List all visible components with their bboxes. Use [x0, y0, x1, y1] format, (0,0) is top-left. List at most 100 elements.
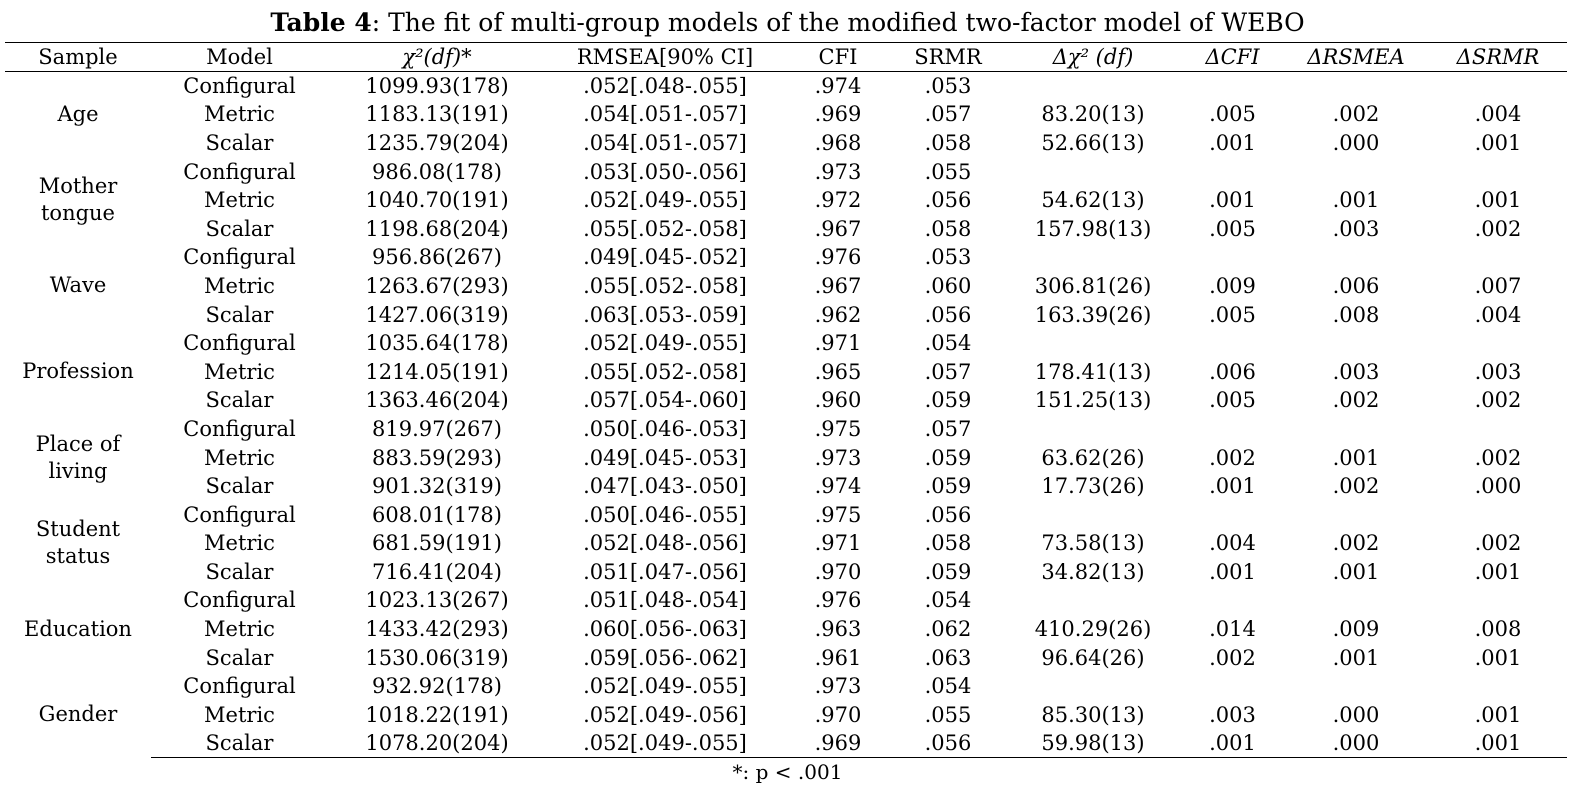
delta-rmsea-cell — [1283, 243, 1429, 272]
rmsea-cell: .059[.056-.062] — [583, 645, 747, 670]
delta-srmr-cell: .004 — [1474, 102, 1522, 127]
delta-chi-cell: 17.73(26) — [1041, 474, 1145, 499]
delta-cfi-cell: .004 — [1209, 531, 1256, 556]
srmr-cell: .058 — [924, 216, 972, 241]
cfi-cell: .975 — [814, 502, 862, 527]
delta-chi-cell: 54.62(13) — [1041, 188, 1145, 213]
col-header-delta-chi: Δχ² (df) — [1004, 42, 1182, 72]
chi-square-cell: 1078.20(204) — [328, 729, 546, 759]
rmsea-cell: .055[.052-.058] — [583, 359, 747, 384]
cfi-cell: .974 — [814, 74, 862, 99]
sample-cell: Age — [57, 102, 99, 127]
delta-chi-cell: 306.81(26) — [1034, 273, 1152, 298]
cfi-cell: .970 — [814, 559, 862, 584]
srmr-cell: .062 — [924, 617, 972, 642]
srmr-cell: .054 — [924, 331, 972, 356]
delta-chi-cell: 83.20(13) — [1041, 102, 1145, 127]
model-cell: Scalar — [205, 474, 274, 499]
delta-srmr-cell: .001 — [1474, 130, 1522, 155]
cfi-cell: .967 — [814, 216, 862, 241]
rmsea-cell: .052[.049-.055] — [583, 331, 747, 356]
rmsea-cell: .052[.049-.056] — [583, 702, 747, 727]
col-header-delta-cfi: ΔCFI — [1182, 42, 1283, 72]
delta-rmsea-cell — [1283, 586, 1429, 615]
sample-cell: Wave — [49, 273, 107, 298]
delta-rmsea-cell: .002 — [1332, 531, 1380, 556]
delta-srmr-cell: .004 — [1474, 302, 1522, 327]
chi-square-cell: 1235.79(204) — [365, 130, 509, 155]
chi-square-cell: 883.59(293) — [372, 445, 502, 470]
delta-cfi-cell — [1182, 586, 1283, 615]
table-row: Metric 1018.22(191) .052[.049-.056] .970 .05… — [5, 701, 1567, 730]
sample-cell: Mother tongue — [38, 174, 118, 226]
delta-srmr-cell: .001 — [1474, 702, 1522, 727]
delta-rmsea-cell: .001 — [1332, 559, 1380, 584]
delta-srmr-cell: .001 — [1474, 188, 1522, 213]
table-row: Scalar 1078.20(204) .052[.049-.055] .969.05… — [5, 729, 1567, 759]
chi-square-cell: 1530.06(319) — [365, 645, 509, 670]
srmr-cell: .058 — [924, 130, 972, 155]
srmr-cell: .059 — [924, 559, 972, 584]
delta-cfi-cell: .006 — [1209, 359, 1256, 384]
delta-cfi-cell: .003 — [1209, 702, 1256, 727]
srmr-cell: .057 — [924, 416, 972, 441]
delta-cfi-cell — [1182, 329, 1283, 358]
srmr-cell: .053 — [924, 74, 972, 99]
rmsea-cell: .054[.051-.057] — [583, 102, 747, 127]
cfi-cell: .961 — [814, 645, 862, 670]
col-header-sample: Sample — [5, 42, 151, 72]
chi-square-cell: 1018.22(191) — [365, 702, 509, 727]
header-row: Sample Model χ²(df)* RMSEA[90% CI] CFI S… — [5, 42, 1567, 72]
cfi-cell: .975 — [814, 416, 862, 441]
delta-chi-cell — [1004, 157, 1182, 186]
delta-chi-cell: 85.30(13) — [1041, 702, 1145, 727]
delta-chi-cell: 96.64(26) — [1041, 645, 1145, 670]
delta-cfi-cell: .014 — [1209, 617, 1256, 642]
cfi-cell: .976 — [814, 588, 862, 613]
table-row: Metric 1183.13(191) .054[.051-.057] .969 .05… — [5, 100, 1567, 129]
rmsea-cell: .053[.050-.056] — [583, 159, 747, 184]
srmr-cell: .059 — [924, 474, 972, 499]
col-header-delta-rmsea: ΔRSMEA — [1283, 42, 1429, 72]
chi-square-cell: 1363.46(204) — [365, 388, 509, 413]
delta-rmsea-cell: .003 — [1332, 359, 1380, 384]
cfi-cell: .969 — [784, 729, 892, 759]
delta-rmsea-cell: .001 — [1332, 445, 1380, 470]
table-row: Scalar 1363.46(204) .057[.054-.060] .960 .05… — [5, 386, 1567, 415]
delta-rmsea-cell: .001 — [1332, 188, 1380, 213]
cfi-cell: .972 — [814, 188, 862, 213]
delta-srmr-cell: .001 — [1474, 645, 1522, 670]
srmr-cell: .059 — [924, 445, 972, 470]
model-cell: Scalar — [205, 302, 274, 327]
table-row: Scalar 1530.06(319) .059[.056-.062] .961 .06… — [5, 643, 1567, 672]
cfi-cell: .962 — [814, 302, 862, 327]
model-cell: Configural — [183, 159, 296, 184]
delta-srmr-cell: .002 — [1474, 388, 1522, 413]
delta-cfi-cell — [1182, 415, 1283, 444]
delta-cfi-cell: .005 — [1209, 388, 1256, 413]
delta-rmsea-cell — [1283, 500, 1429, 529]
col-header-model: Model — [151, 42, 328, 72]
table-body: Age Configural 1099.93(178) .052[.048-.055]… — [5, 72, 1567, 759]
model-cell: Metric — [204, 445, 275, 470]
delta-srmr-cell — [1429, 672, 1567, 701]
cfi-cell: .974 — [814, 474, 862, 499]
delta-rmsea-cell: .009 — [1332, 617, 1380, 642]
rmsea-cell: .055[.052-.058] — [583, 216, 747, 241]
delta-srmr-cell — [1429, 500, 1567, 529]
table-row: Age Configural 1099.93(178) .052[.048-.055]… — [5, 72, 1567, 126]
rmsea-cell: .063[.053-.059] — [583, 302, 747, 327]
delta-chi-cell — [1004, 415, 1182, 444]
model-cell: Scalar — [205, 130, 274, 155]
chi-square-cell: 1214.05(191) — [365, 359, 509, 384]
model-cell: Configural — [183, 588, 296, 613]
srmr-cell: .056 — [924, 302, 972, 327]
rmsea-cell: .049[.045-.053] — [583, 445, 747, 470]
delta-cfi-cell — [1182, 243, 1283, 272]
delta-rmsea-cell: .002 — [1332, 388, 1380, 413]
delta-chi-cell: 151.25(13) — [1034, 388, 1152, 413]
rmsea-cell: .055[.052-.058] — [583, 273, 747, 298]
sample-cell: Place of living — [35, 431, 121, 483]
chi-square-cell: 1433.42(293) — [365, 617, 509, 642]
chi-square-cell: 956.86(267) — [372, 245, 502, 270]
